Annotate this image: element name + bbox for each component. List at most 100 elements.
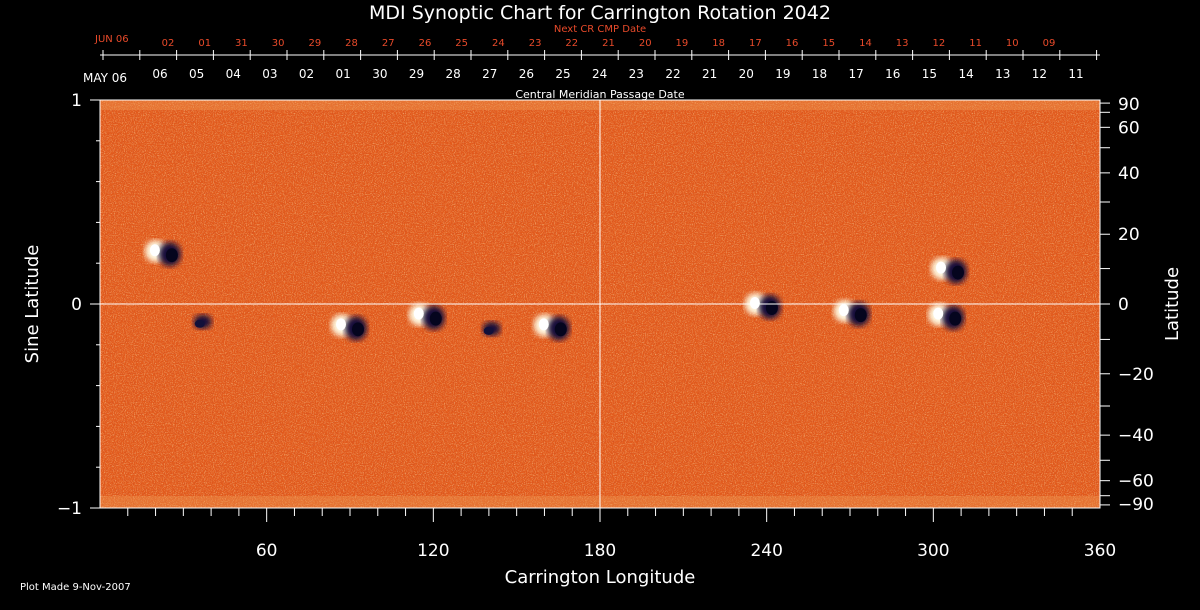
next-cr-date-label: 15 xyxy=(822,38,835,49)
negative-core xyxy=(949,311,962,326)
x-tick-label: 60 xyxy=(256,541,278,561)
magnetogram-map xyxy=(99,99,1101,509)
cmp-date-label: 02 xyxy=(299,67,314,81)
negative-core xyxy=(765,301,778,315)
cmp-date-label: 23 xyxy=(629,67,644,81)
cmp-date-label: 15 xyxy=(922,67,937,81)
cmp-month: MAY 06 xyxy=(83,71,127,85)
right-tick-label: 0 xyxy=(1118,295,1129,315)
negative-core xyxy=(352,322,364,337)
positive-core xyxy=(936,261,946,274)
next-cr-labels: 02 01 31 30 29 28 27 26 25 24 23 22 21 20 19 18 17 16 15 14… xyxy=(162,38,1056,49)
next-cr-date-label: 21 xyxy=(602,38,615,49)
right-tick-label: −90 xyxy=(1118,495,1154,515)
next-cr-date-label: 02 xyxy=(162,38,175,49)
next-cr-date-label: 09 xyxy=(1043,38,1056,49)
x-tick-label: 300 xyxy=(917,541,949,561)
next-cr-date-label: 23 xyxy=(529,38,542,49)
cmp-date-label: 26 xyxy=(519,67,534,81)
cmp-date-label: 12 xyxy=(1032,67,1047,81)
cmp-date-label: 25 xyxy=(555,67,570,81)
negative-core xyxy=(194,319,205,328)
negative-core xyxy=(554,322,567,337)
next-cr-ticks xyxy=(102,50,1098,60)
positive-core xyxy=(336,318,346,331)
next-cr-date-label: 27 xyxy=(382,38,395,49)
next-cr-date-label: 29 xyxy=(308,38,321,49)
negative-core xyxy=(952,265,964,280)
cmp-labels: 06 05 04 03 02 01 30 29 28 27 26 25 24 23 22 21 20 19 18 17… xyxy=(152,67,1083,81)
next-cr-axis: Next CR CMP Date JUN 06 02 01 31 30 29 28 27 26… xyxy=(94,24,1100,60)
next-cr-month: JUN 06 xyxy=(94,34,129,45)
x-tick-label: 120 xyxy=(417,541,449,561)
cmp-title: Central Meridian Passage Date xyxy=(515,88,684,101)
right-tick-label: 90 xyxy=(1118,95,1140,115)
next-cr-date-label: 25 xyxy=(455,38,468,49)
cmp-date-label: 18 xyxy=(812,67,827,81)
left-y-axis: 1 0 −1 xyxy=(57,91,100,519)
next-cr-date-label: 22 xyxy=(565,38,578,49)
cmp-date-label: 05 xyxy=(189,67,204,81)
cmp-date-label: 28 xyxy=(445,67,460,81)
next-cr-date-label: 26 xyxy=(419,38,432,49)
next-cr-date-label: 11 xyxy=(969,38,982,49)
footer-text: Plot Made 9-Nov-2007 xyxy=(20,582,131,593)
cmp-axis: MAY 06 06 05 04 03 02 01 30 29 28 27 26 25 24 23 22 21 2… xyxy=(83,67,1084,101)
right-tick-label: 60 xyxy=(1118,118,1140,138)
right-tick-label: −60 xyxy=(1118,472,1154,492)
positive-core xyxy=(413,307,424,320)
next-cr-date-label: 13 xyxy=(896,38,909,49)
next-cr-date-label: 16 xyxy=(786,38,799,49)
next-cr-date-label: 28 xyxy=(345,38,358,49)
cmp-date-label: 22 xyxy=(665,67,680,81)
positive-core xyxy=(749,297,760,309)
left-tick-label: 0 xyxy=(71,295,82,315)
cmp-date-label: 29 xyxy=(409,67,424,81)
cmp-date-label: 04 xyxy=(226,67,241,81)
next-cr-date-label: 30 xyxy=(272,38,285,49)
positive-core xyxy=(538,318,549,331)
x-tick-label: 360 xyxy=(1084,541,1116,561)
right-tick-label: −40 xyxy=(1118,426,1154,446)
negative-core xyxy=(165,248,178,263)
next-cr-title: Next CR CMP Date xyxy=(554,24,646,35)
cmp-date-label: 13 xyxy=(995,67,1010,81)
left-tick-label: −1 xyxy=(57,499,82,519)
negative-core xyxy=(429,311,442,326)
next-cr-date-label: 01 xyxy=(198,38,211,49)
positive-core xyxy=(933,307,944,320)
chart-title: MDI Synoptic Chart for Carrington Rotati… xyxy=(369,2,831,24)
positive-core xyxy=(149,244,160,257)
cmp-date-label: 27 xyxy=(482,67,497,81)
left-y-label: Sine Latitude xyxy=(22,245,43,364)
right-y-axis: 90 60 40 20 0 −20 −40 −60 −90 xyxy=(1100,95,1154,515)
cmp-date-label: 14 xyxy=(958,67,973,81)
cmp-date-label: 01 xyxy=(336,67,351,81)
next-cr-date-label: 12 xyxy=(933,38,946,49)
x-tick-label: 180 xyxy=(584,541,616,561)
active-regions xyxy=(144,240,967,341)
next-cr-date-label: 19 xyxy=(676,38,689,49)
right-tick-label: 20 xyxy=(1118,225,1140,245)
cmp-date-label: 24 xyxy=(592,67,607,81)
right-tick-label: 40 xyxy=(1118,164,1140,184)
cmp-date-label: 11 xyxy=(1068,67,1083,81)
cmp-date-label: 17 xyxy=(849,67,864,81)
cmp-date-label: 16 xyxy=(885,67,900,81)
x-tick-label: 240 xyxy=(750,541,782,561)
positive-core xyxy=(838,304,849,317)
cmp-date-label: 30 xyxy=(372,67,387,81)
x-axis: 60 120 180 240 300 360 xyxy=(127,508,1116,561)
next-cr-date-label: 18 xyxy=(712,38,725,49)
x-axis-label: Carrington Longitude xyxy=(505,567,696,588)
cmp-date-label: 06 xyxy=(152,67,167,81)
cmp-date-label: 03 xyxy=(262,67,277,81)
negative-core xyxy=(483,326,494,335)
right-tick-label: −20 xyxy=(1118,365,1154,385)
right-y-label: Latitude xyxy=(1162,267,1183,341)
left-tick-label: 1 xyxy=(71,91,82,111)
next-cr-date-label: 31 xyxy=(235,38,248,49)
next-cr-date-label: 20 xyxy=(639,38,652,49)
cmp-date-label: 20 xyxy=(739,67,754,81)
